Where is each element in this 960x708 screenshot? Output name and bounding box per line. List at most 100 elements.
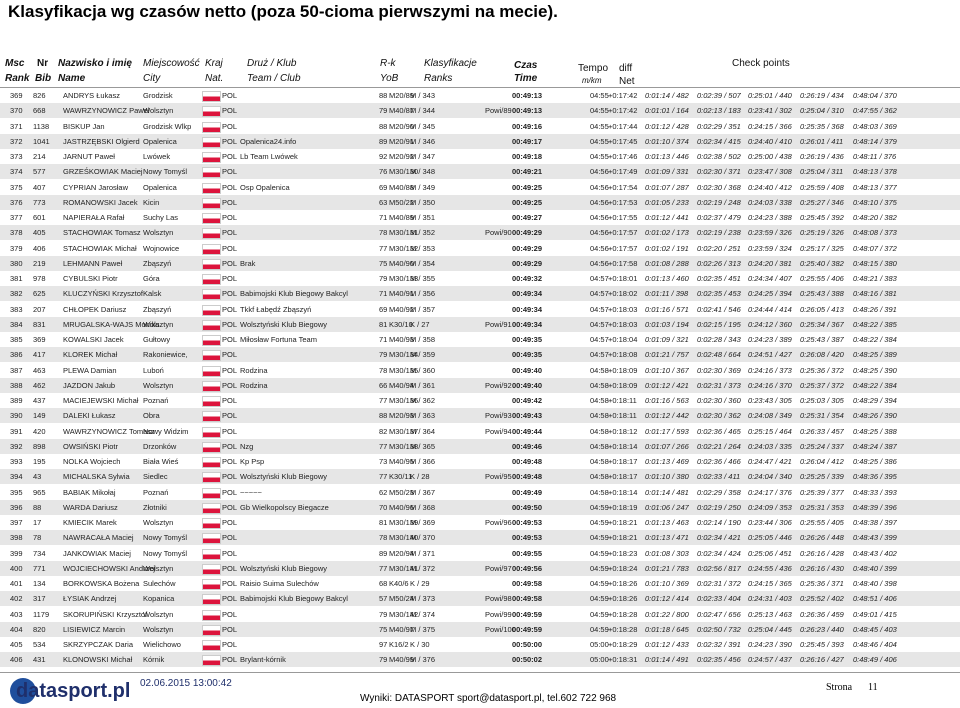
msc: 394: [10, 472, 23, 482]
tempo: 04:59: [590, 579, 609, 588]
rank: K / 28: [410, 472, 430, 482]
diff: +0:17:54: [608, 182, 638, 192]
flag-icon: [202, 426, 221, 438]
checkpoint: 0:01:21 / 783: [645, 563, 689, 573]
checkpoint: 0:24:09 / 353: [748, 502, 792, 512]
tempo: 04:58: [590, 487, 609, 497]
checkpoint: 0:48:25 / 386: [853, 457, 897, 466]
header: Druż / Klub: [247, 58, 297, 69]
checkpoint: 0:02:30 / 371: [697, 167, 741, 177]
tempo: 04:59: [590, 533, 609, 543]
yob: 63: [379, 197, 388, 207]
yob: 77: [379, 472, 388, 482]
rank: M / 358: [410, 335, 436, 344]
tempo: 04:58: [590, 365, 609, 375]
msc: 387: [10, 365, 23, 375]
checkpoint: 0:02:30 / 368: [697, 182, 741, 192]
flag-icon: [202, 624, 221, 636]
header: Team / Club: [247, 73, 301, 84]
yob: 66: [379, 380, 388, 390]
diff: +0:17:46: [608, 152, 638, 161]
rank: M / 356: [410, 289, 436, 299]
tempo: 04:58: [590, 380, 609, 390]
checkpoint: 0:23:43 / 305: [748, 396, 792, 405]
name: SKORUPIŃSKI Krzysztof: [63, 609, 148, 619]
city: Wolsztyn: [143, 563, 174, 573]
time: 00:49:25: [512, 182, 543, 192]
flag-icon: [202, 563, 221, 575]
checkpoint: 0:02:34 / 424: [697, 548, 741, 558]
checkpoint: 0:48:10 / 375: [853, 197, 897, 207]
nat: POL: [222, 579, 238, 588]
tempo: 04:56: [590, 197, 609, 207]
tempo: 04:58: [590, 472, 609, 482]
city: Poznań: [143, 487, 169, 497]
checkpoint: 0:24:44 / 414: [748, 304, 792, 314]
flag-icon: [202, 579, 221, 590]
name: GRZEŚKOWIAK Maciej: [63, 167, 143, 177]
flag-icon: [202, 350, 221, 362]
checkpoint: 0:24:16 / 370: [748, 380, 792, 390]
bib: 734: [33, 548, 46, 558]
yob: 88: [379, 411, 388, 421]
msc: 406: [10, 655, 23, 665]
yob: 71: [379, 335, 388, 344]
name: STACHOWIAK Tomasz: [63, 228, 141, 238]
header-rule: [0, 87, 960, 88]
msc: 375: [10, 182, 23, 192]
header: Name: [58, 73, 86, 84]
time: 00:49:46: [512, 441, 543, 451]
team: Rodzina: [240, 380, 268, 390]
nat: POL: [222, 426, 238, 436]
tempo: 04:56: [590, 258, 609, 268]
diff: +0:18:11: [608, 396, 637, 405]
checkpoint: 0:25:01 / 440: [748, 91, 792, 100]
tempo: 04:59: [590, 609, 609, 619]
rank: M / 367: [410, 487, 436, 497]
tempo: 04:56: [590, 182, 609, 192]
msc: 385: [10, 335, 23, 344]
checkpoint: 0:24:03 / 338: [748, 197, 792, 207]
checkpoint: 0:25:19 / 326: [800, 228, 844, 238]
checkpoint: 0:25:35 / 368: [800, 121, 844, 131]
rank: M / 343: [410, 91, 436, 100]
checkpoint: 0:25:34 / 367: [800, 319, 844, 329]
diff: +0:18:31: [608, 655, 638, 665]
checkpoint: 0:25:06 / 451: [748, 548, 792, 558]
yob: 79: [379, 274, 388, 283]
flag-icon: [202, 121, 221, 133]
checkpoint: 0:01:12 / 442: [645, 411, 689, 421]
bib: 463: [33, 365, 46, 375]
yob: 79: [379, 350, 388, 360]
name: MACIEJEWSKI Michał: [63, 396, 139, 405]
tempo: 04:59: [590, 594, 609, 604]
table-row: 405 534 SKRZYPCZAK Daria Wielichowo POL 97 K16…: [0, 637, 960, 652]
flag-icon: [202, 533, 221, 545]
rank: M / 361: [410, 380, 436, 390]
time: 00:49:44: [512, 426, 543, 436]
checkpoint: 0:48:22 / 384: [853, 380, 897, 390]
checkpoint: 0:24:47 / 421: [748, 457, 792, 466]
checkpoint: 0:01:02 / 191: [645, 243, 689, 253]
time: 00:49:13: [512, 91, 543, 100]
checkpoint: 0:23:59 / 326: [748, 228, 792, 238]
diff: +0:17:57: [608, 243, 638, 253]
name: ANDRYS Łukasz: [63, 91, 120, 100]
cat: M30/141: [389, 563, 419, 573]
tempo: 04:56: [590, 243, 609, 253]
name: CHŁOPEK Dariusz: [63, 304, 127, 314]
tempo: 04:59: [590, 548, 609, 558]
bib: 625: [33, 289, 46, 299]
time: 00:49:34: [512, 289, 543, 299]
table-row: 406 431 KLONOWSKI Michał Kórnik POL Brylant-k…: [0, 652, 960, 668]
checkpoint: 0:48:07 / 372: [853, 243, 897, 253]
nat: POL: [222, 380, 238, 390]
table-row: 374 577 GRZEŚKOWIAK Maciej Nowy Tomyśl POL 76…: [0, 164, 960, 180]
checkpoint: 0:25:45 / 392: [800, 213, 844, 222]
checkpoint: 0:25:59 / 408: [800, 182, 844, 192]
city: Wolsztyn: [143, 106, 174, 116]
checkpoint: 0:25:04 / 445: [748, 624, 792, 634]
rank: M / 347: [410, 152, 436, 161]
flag-icon: [202, 197, 221, 209]
city: Wolsztyn: [143, 609, 174, 619]
